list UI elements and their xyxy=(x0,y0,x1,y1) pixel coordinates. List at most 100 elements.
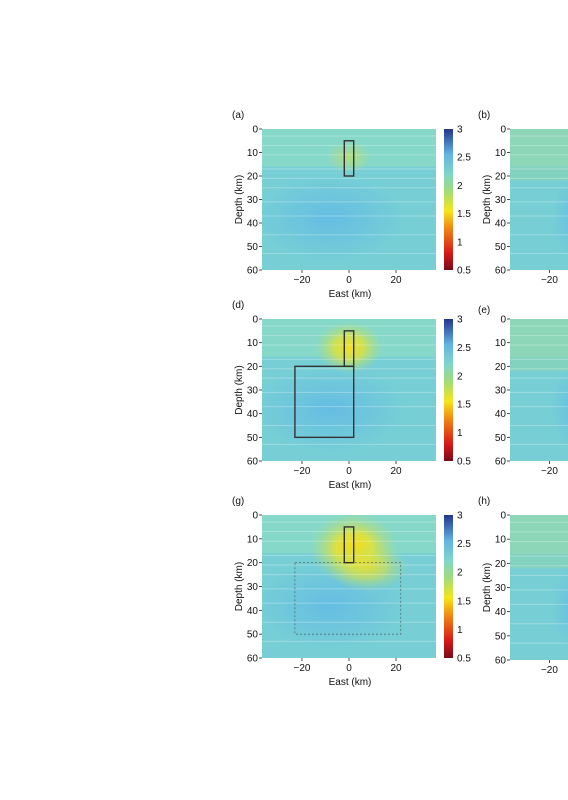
deep-blue-region xyxy=(551,176,568,261)
model-outline-1 xyxy=(343,140,355,177)
y-tick-label: 20 xyxy=(247,558,259,569)
y-tick-label: 10 xyxy=(495,535,507,546)
panel-e: (e) 0 10 20 30 40 50 60 −20 xyxy=(478,305,568,477)
y-tick-label: 40 xyxy=(495,607,507,618)
y-tick-label: 30 xyxy=(495,195,507,206)
y-tick-label: 60 xyxy=(495,656,507,667)
y-axis-label: Depth (km) xyxy=(234,562,245,611)
anomaly-tail xyxy=(327,543,408,592)
y-tick-label: 30 xyxy=(495,386,507,397)
colorbar-tick-label: 1 xyxy=(457,428,463,439)
y-tick-label: 30 xyxy=(247,195,259,206)
panel-h: (h) 0 10 20 30 40 50 60 −20 Depth (km) xyxy=(478,496,568,676)
colorbar-tick-label: 3 xyxy=(457,125,463,136)
x-tick-label: −20 xyxy=(293,663,310,674)
panel-label: (e) xyxy=(478,305,490,316)
y-tick-label: 0 xyxy=(252,125,258,136)
deep-blue-region xyxy=(551,563,568,651)
y-tick-label: 50 xyxy=(247,242,259,253)
colorbar-tick-label: 1.5 xyxy=(457,209,471,220)
y-tick-label: 40 xyxy=(495,409,507,420)
y-tick-label: 0 xyxy=(500,315,506,326)
x-tick-label: 0 xyxy=(346,663,352,674)
y-axis-label: Depth (km) xyxy=(482,563,493,612)
y-axis-label: Depth (km) xyxy=(482,175,493,224)
heatmap-field xyxy=(262,319,436,461)
y-tick-label: 20 xyxy=(247,172,259,183)
colorbar xyxy=(444,515,453,658)
model-outline-2 xyxy=(294,562,402,635)
x-tick-label: −20 xyxy=(293,466,310,477)
colorbar-tick-label: 0.5 xyxy=(457,457,471,468)
colorbar-tick-label: 2.5 xyxy=(457,539,471,550)
x-tick-label: 0 xyxy=(346,466,352,477)
y-tick-label: 50 xyxy=(247,433,259,444)
y-tick-label: 10 xyxy=(247,534,259,545)
colorbar-tick-label: 2 xyxy=(457,371,463,382)
y-tick-label: 20 xyxy=(247,362,259,373)
y-tick-label: 60 xyxy=(247,266,259,277)
y-tick-label: 50 xyxy=(495,631,507,642)
y-tick-label: 30 xyxy=(495,583,507,594)
model-outline-2 xyxy=(294,365,355,439)
colorbar-tick-label: 0.5 xyxy=(457,266,471,277)
x-tick-label: −20 xyxy=(541,665,558,676)
y-tick-label: 50 xyxy=(247,630,259,641)
x-tick-label: −20 xyxy=(541,275,558,286)
colorbar-tick-label: 2.5 xyxy=(457,153,471,164)
heatmap-field xyxy=(510,319,568,461)
x-axis-label: East (km) xyxy=(329,480,372,491)
deep-blue-region xyxy=(262,173,409,264)
colorbar-tick-label: 3 xyxy=(457,315,463,326)
y-tick-label: 0 xyxy=(500,511,506,522)
heatmap-field xyxy=(262,129,436,270)
colorbar-tick-label: 1 xyxy=(457,625,463,636)
deep-blue-region xyxy=(551,366,568,452)
y-tick-label: 40 xyxy=(495,219,507,230)
y-tick-label: 40 xyxy=(247,606,259,617)
y-tick-label: 30 xyxy=(247,582,259,593)
y-tick-label: 50 xyxy=(495,242,507,253)
heatmap-field xyxy=(262,515,436,658)
panel-label: (h) xyxy=(478,496,490,507)
panel-label: (a) xyxy=(232,110,244,121)
y-tick-label: 20 xyxy=(495,362,507,373)
deep-blue-region xyxy=(262,363,409,455)
x-axis-label: East (km) xyxy=(329,289,372,300)
colorbar-tick-label: 1.5 xyxy=(457,596,471,607)
x-tick-label: 20 xyxy=(390,275,402,286)
y-tick-label: 40 xyxy=(247,409,259,420)
x-tick-label: −20 xyxy=(541,466,558,477)
x-tick-label: 20 xyxy=(390,466,402,477)
x-axis-label: East (km) xyxy=(329,677,372,688)
y-tick-label: 60 xyxy=(247,457,259,468)
upper-layer xyxy=(510,319,568,372)
y-tick-label: 10 xyxy=(247,338,259,349)
y-tick-label: 40 xyxy=(247,219,259,230)
colorbar xyxy=(444,129,453,270)
anomaly-region xyxy=(315,321,383,374)
colorbar xyxy=(444,319,453,461)
colorbar-tick-label: 0.5 xyxy=(457,654,471,665)
colorbar-tick-label: 2 xyxy=(457,181,463,192)
upper-layer xyxy=(510,129,568,181)
panel-b: (b) 0 10 20 30 40 50 60 −20 Depth (km) xyxy=(478,110,568,286)
upper-layer xyxy=(510,515,568,569)
x-tick-label: −20 xyxy=(293,275,310,286)
y-tick-label: 0 xyxy=(500,125,506,136)
y-tick-label: 0 xyxy=(252,511,258,522)
colorbar-tick-label: 1.5 xyxy=(457,400,471,411)
y-tick-label: 60 xyxy=(495,266,507,277)
model-outline-1 xyxy=(343,526,355,564)
y-axis-label: Depth (km) xyxy=(234,365,245,414)
colorbar-tick-label: 1 xyxy=(457,237,463,248)
y-tick-label: 20 xyxy=(495,559,507,570)
y-tick-label: 10 xyxy=(495,338,507,349)
y-tick-label: 30 xyxy=(247,386,259,397)
y-tick-label: 50 xyxy=(495,433,507,444)
panel-label: (d) xyxy=(232,300,244,311)
y-tick-label: 20 xyxy=(495,172,507,183)
